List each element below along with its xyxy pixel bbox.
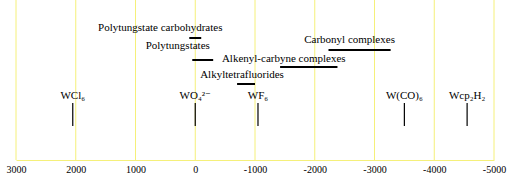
tick: 0 <box>193 160 198 175</box>
range-label: Carbonyl complexes <box>304 33 395 45</box>
labels: Polytungstate carbohydrates Polytungstate… <box>60 21 485 102</box>
tick-label: -1000 <box>244 164 267 175</box>
grid-line <box>494 0 495 160</box>
tick-label: 1000 <box>126 164 146 175</box>
range-label: Alkenyl-carbyne complexes <box>222 52 346 64</box>
tick-label: -2000 <box>304 164 327 175</box>
tick-label: 2000 <box>66 164 86 175</box>
range-label: Polytungstate carbohydrates <box>98 21 222 33</box>
tick: -1000 <box>244 160 267 175</box>
tick-label: 0 <box>193 164 198 175</box>
marks <box>73 38 467 126</box>
tick: 3000 <box>7 160 27 175</box>
tick: -5000 <box>483 160 506 175</box>
tick: 1000 <box>126 160 146 175</box>
compound-marker <box>467 103 468 126</box>
x-axis: 3000 2000 1000 0 -1000 -2000 -3000 -4000 -5000 <box>7 160 507 175</box>
compound-label: WF₆ <box>248 89 269 101</box>
compound-marker <box>195 103 196 126</box>
tick: -3000 <box>363 160 386 175</box>
tick-label: 3000 <box>7 164 27 175</box>
grid <box>16 0 494 160</box>
range-bar <box>328 49 390 51</box>
grid-line <box>374 0 375 160</box>
tick: 2000 <box>66 160 86 175</box>
grid-line <box>314 0 315 160</box>
compound-label: WO₄²⁻ <box>180 89 211 101</box>
tick-label: -4000 <box>423 164 446 175</box>
range-label: Polytungstates <box>146 39 210 51</box>
grid-line <box>16 0 17 160</box>
axis-line <box>17 160 495 161</box>
compound-marker <box>72 103 73 126</box>
chart: 3000 2000 1000 0 -1000 -2000 -3000 -4000 -5000 Po… <box>0 0 512 177</box>
compound-label: Wcp₂H₂ <box>449 89 486 101</box>
compound-marker <box>257 103 258 126</box>
range-bar <box>237 83 255 85</box>
compound-label: W(CO)₆ <box>386 89 423 102</box>
range-label: Alkyltetrafluorides <box>200 68 284 80</box>
compound-label: WCl₆ <box>60 89 85 101</box>
tick-label: -5000 <box>483 164 506 175</box>
grid-line <box>255 0 256 160</box>
grid-line <box>75 0 76 160</box>
tick: -4000 <box>423 160 446 175</box>
range-bar <box>280 66 337 68</box>
tick-label: -3000 <box>363 164 386 175</box>
tick: -2000 <box>304 160 327 175</box>
grid-line <box>434 0 435 160</box>
compound-marker <box>404 103 405 126</box>
range-bar <box>192 59 213 61</box>
